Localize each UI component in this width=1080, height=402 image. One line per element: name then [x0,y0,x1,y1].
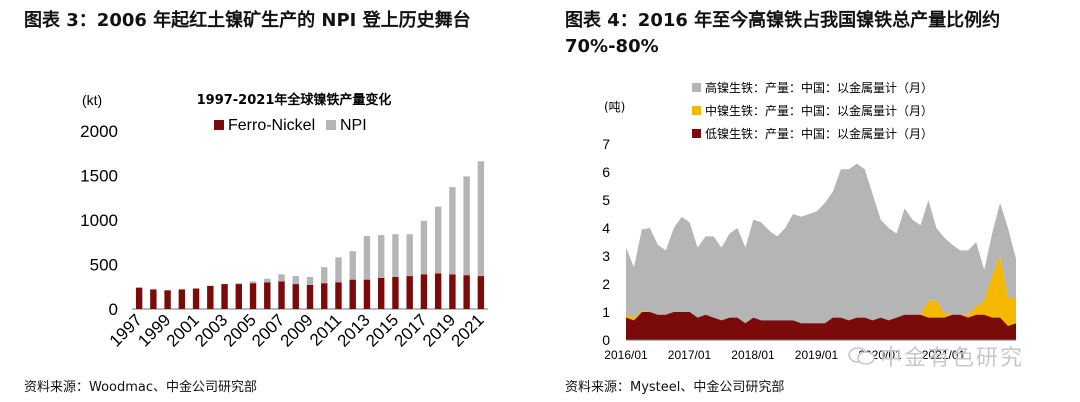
bar-ferro-nickel-2004 [235,284,243,309]
legend-swatch-0 [214,120,224,130]
bar-ferro-nickel-2016 [406,276,413,309]
legend-label-1: 中镍生铁：产量：中国：以金属量计（月） [705,103,933,118]
x-tick-label: 2017/01 [668,348,712,362]
x-tick-label: 2021/01 [922,348,966,362]
chart-title: 1997-2021年全球镍铁产量变化 [197,92,392,108]
y-tick-label: 500 [90,256,118,275]
bar-ferro-nickel-2012 [349,279,356,309]
bar-npi-2008 [292,276,299,285]
legend-swatch-1 [692,106,701,115]
bar-npi-2007 [278,274,285,282]
bar-ferro-nickel-2003 [221,284,228,309]
bar-ferro-nickel-2019 [449,274,456,309]
bar-ferro-nickel-2015 [392,276,399,309]
bar-ferro-nickel-2011 [335,282,342,309]
bar-ferro-nickel-2018 [434,273,442,309]
bar-npi-2005 [249,281,257,284]
bar-ferro-nickel-1997 [135,287,143,309]
bar-ferro-nickel-1998 [150,289,157,309]
legend-swatch-2 [692,129,701,138]
bar-npi-2009 [306,276,314,285]
bar-ferro-nickel-2014 [377,277,385,309]
bar-ferro-nickel-2002 [207,285,214,309]
y-tick-label: 7 [602,136,610,152]
bar-npi-2010 [321,267,328,284]
y-axis-unit: (kt) [82,92,102,108]
legend-label-0: Ferro-Nickel [228,117,315,134]
x-tick-label: 2019/01 [795,348,839,362]
y-tick-label: 2 [602,276,610,292]
bar-npi-2018 [434,206,442,274]
wechat-icon [848,347,875,365]
x-tick-label: 2018/01 [731,348,775,362]
bar-npi-2015 [392,234,399,277]
left-source-note: 资料来源：Woodmac、中金公司研究部 [24,380,258,395]
bar-npi-2004 [235,283,243,285]
bar-npi-2006 [264,278,271,283]
bar-npi-2020 [463,176,470,276]
bar-ferro-nickel-2021 [477,276,485,309]
legend-label-2: 低镍生铁：产量：中国：以金属量计（月） [705,126,933,141]
chart-global-ferronickel-production: 1997-2021年全球镍铁产量变化(kt)050010001500200019… [80,92,488,351]
watermark-text: 中金有色研究 [880,346,1025,371]
bar-npi-2014 [377,235,385,278]
bar-ferro-nickel-2017 [420,274,428,309]
bar-npi-2011 [335,257,342,283]
right-source-note: 资料来源：Mysteel、中金公司研究部 [565,380,785,395]
area-high-nickel-pig-iron [626,163,1016,324]
bar-npi-2016 [406,234,413,277]
y-tick-label: 1 [602,304,610,320]
legend-label-1: NPI [340,117,367,134]
y-axis-unit: (吨) [604,100,625,114]
y-tick-label: 3 [602,248,610,264]
bar-npi-2019 [449,187,456,275]
y-tick-label: 0 [602,332,610,348]
legend-label-0: 高镍生铁：产量：中国：以金属量计（月） [705,80,933,95]
y-tick-label: 4 [602,220,610,236]
bar-ferro-nickel-1999 [164,290,171,309]
chart-china-npi-production: (吨) 0 1 2 3 4 5 6 7 2016/01 2017/01 2018/01 2019/01 2… [602,80,1016,362]
y-tick-label: 2000 [80,122,118,141]
bar-ferro-nickel-2007 [278,281,285,309]
bar-ferro-nickel-2008 [292,284,299,309]
bar-npi-2021 [477,161,485,277]
area-low-nickel-pig-iron [626,312,1016,340]
bar-ferro-nickel-2010 [321,283,328,309]
bar-ferro-nickel-2006 [264,282,271,309]
y-tick-label: 1500 [80,167,118,186]
y-tick-label: 6 [602,164,610,180]
legend-swatch-1 [326,120,336,130]
legend-swatch-0 [692,83,701,92]
bar-npi-2012 [349,251,356,280]
bar-ferro-nickel-2005 [249,283,257,309]
y-tick-label: 5 [602,192,610,208]
y-tick-label: 1000 [80,211,118,230]
x-tick-label: 2016/01 [604,348,648,362]
bar-ferro-nickel-2020 [463,275,470,309]
y-tick-label: 0 [109,300,118,319]
bar-ferro-nickel-2009 [306,284,314,309]
left-figure-title: 图表 3：2006 年起红土镍矿生产的 NPI 登上历史舞台 [24,10,471,31]
bar-npi-2013 [363,236,371,280]
bar-ferro-nickel-2013 [363,279,371,309]
bar-ferro-nickel-2000 [178,289,186,309]
bar-ferro-nickel-2001 [192,288,200,309]
bar-npi-2017 [420,220,428,275]
right-figure-title: 图表 4：2016 年至今高镍铁占我国镍铁总产量比例约 70%-80% [565,10,1001,57]
